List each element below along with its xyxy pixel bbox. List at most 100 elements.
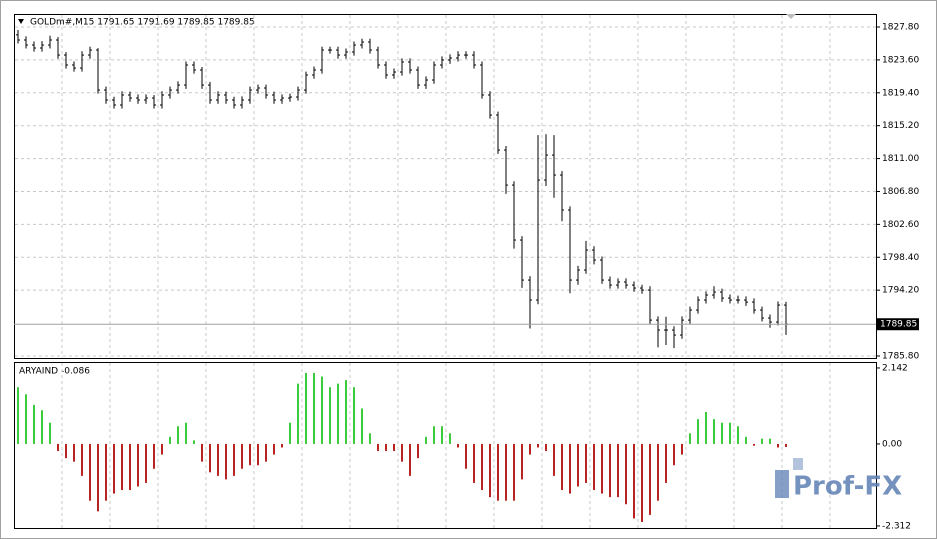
histogram-bar	[113, 443, 115, 494]
y-tick-label: 1811.00	[882, 154, 919, 164]
shift-marker	[786, 14, 796, 19]
histogram-bar	[249, 443, 251, 466]
histogram-bar	[785, 443, 787, 447]
histogram-bar	[689, 433, 691, 444]
histogram-bar	[721, 422, 723, 444]
histogram-bar	[145, 443, 147, 483]
histogram-bar	[329, 387, 331, 444]
logo-block	[793, 458, 803, 470]
histogram-bar	[537, 443, 539, 448]
y-tick-label: 1785.80	[882, 351, 919, 361]
histogram-bar	[497, 443, 499, 501]
histogram-bar	[273, 443, 275, 455]
histogram-bar	[465, 443, 467, 469]
histogram-bar	[345, 380, 347, 444]
histogram-bar	[753, 443, 755, 446]
histogram-bar	[33, 404, 35, 444]
histogram-bar	[705, 412, 707, 444]
y-tick-label: 1827.80	[882, 23, 919, 33]
histogram-bar	[665, 443, 667, 483]
histogram-bar	[593, 443, 595, 491]
histogram-bar	[81, 443, 83, 476]
y-tick-label: -2.312	[882, 521, 911, 531]
histogram-bar	[601, 443, 603, 494]
histogram-bar	[577, 443, 579, 487]
histogram-bar	[649, 443, 651, 515]
histogram-bar	[321, 376, 323, 444]
histogram-bar	[481, 443, 483, 491]
histogram-bar	[137, 443, 139, 487]
histogram-bar	[313, 372, 315, 444]
histogram-bar	[425, 436, 427, 444]
histogram-bar	[529, 443, 531, 455]
histogram-bar	[25, 394, 27, 444]
histogram-bar	[745, 436, 747, 444]
y-tick-label: 1819.40	[882, 88, 919, 98]
y-tick-label: 1794.20	[882, 286, 919, 296]
histogram-bar	[353, 387, 355, 444]
watermark-text: Prof-FX	[793, 472, 902, 502]
histogram-bar	[641, 443, 643, 522]
menu-triangle[interactable]	[18, 19, 24, 24]
histogram-bar	[401, 443, 403, 462]
histogram-bar	[377, 443, 379, 452]
histogram-bar	[505, 443, 507, 501]
price-panel	[14, 14, 877, 359]
current-price-box	[877, 318, 919, 331]
histogram-bar	[105, 443, 107, 501]
histogram-bar	[153, 443, 155, 469]
histogram-bar	[609, 443, 611, 498]
histogram-bar	[545, 443, 547, 452]
histogram-bar	[209, 443, 211, 473]
histogram-bar	[41, 410, 43, 444]
histogram-bar	[585, 443, 587, 483]
histogram-bar	[233, 443, 235, 476]
histogram-bar	[49, 422, 51, 444]
histogram-bar	[713, 419, 715, 444]
histogram-bar	[121, 443, 123, 491]
histogram-bar	[297, 383, 299, 444]
watermark: Prof-FX	[775, 458, 902, 502]
current-price-label: 1789.85	[880, 320, 917, 330]
histogram-bar	[769, 438, 771, 444]
histogram-bar	[553, 443, 555, 476]
histogram-bar	[569, 443, 571, 494]
histogram-bar	[57, 443, 59, 452]
indicator-title: ARYAIND -0.086	[19, 367, 90, 377]
histogram-bar	[489, 443, 491, 498]
histogram-bar	[385, 443, 387, 452]
histogram-bar	[361, 408, 363, 444]
histogram-bar	[673, 443, 675, 466]
histogram-bar	[449, 433, 451, 444]
logo-block	[775, 470, 789, 498]
histogram-bar	[473, 443, 475, 483]
y-tick-label: 1815.20	[882, 121, 919, 131]
histogram-bar	[561, 443, 563, 491]
y-tick-label: 1823.60	[882, 55, 919, 65]
y-tick-label: 0.00	[882, 439, 902, 449]
histogram-bar	[265, 443, 267, 462]
histogram-bar	[161, 443, 163, 455]
histogram-bar	[97, 443, 99, 512]
histogram-bar	[185, 422, 187, 444]
histogram-bar	[193, 440, 195, 444]
histogram-bar	[633, 443, 635, 519]
histogram-bar	[513, 443, 515, 501]
histogram-bar	[257, 443, 259, 466]
y-tick-label: 1798.40	[882, 253, 919, 263]
histogram-bar	[241, 443, 243, 469]
histogram-bar	[617, 443, 619, 498]
histogram-bar	[281, 443, 283, 448]
y-tick-label: 1806.80	[882, 187, 919, 197]
histogram-bar	[337, 383, 339, 444]
histogram-bar	[409, 443, 411, 476]
histogram-bar	[17, 387, 19, 444]
histogram-bar	[225, 443, 227, 480]
histogram-bar	[65, 443, 67, 459]
histogram-bar	[417, 443, 419, 459]
histogram-bar	[441, 426, 443, 444]
histogram-bar	[289, 422, 291, 444]
histogram-bar	[89, 443, 91, 501]
indicator-panel	[14, 362, 877, 529]
